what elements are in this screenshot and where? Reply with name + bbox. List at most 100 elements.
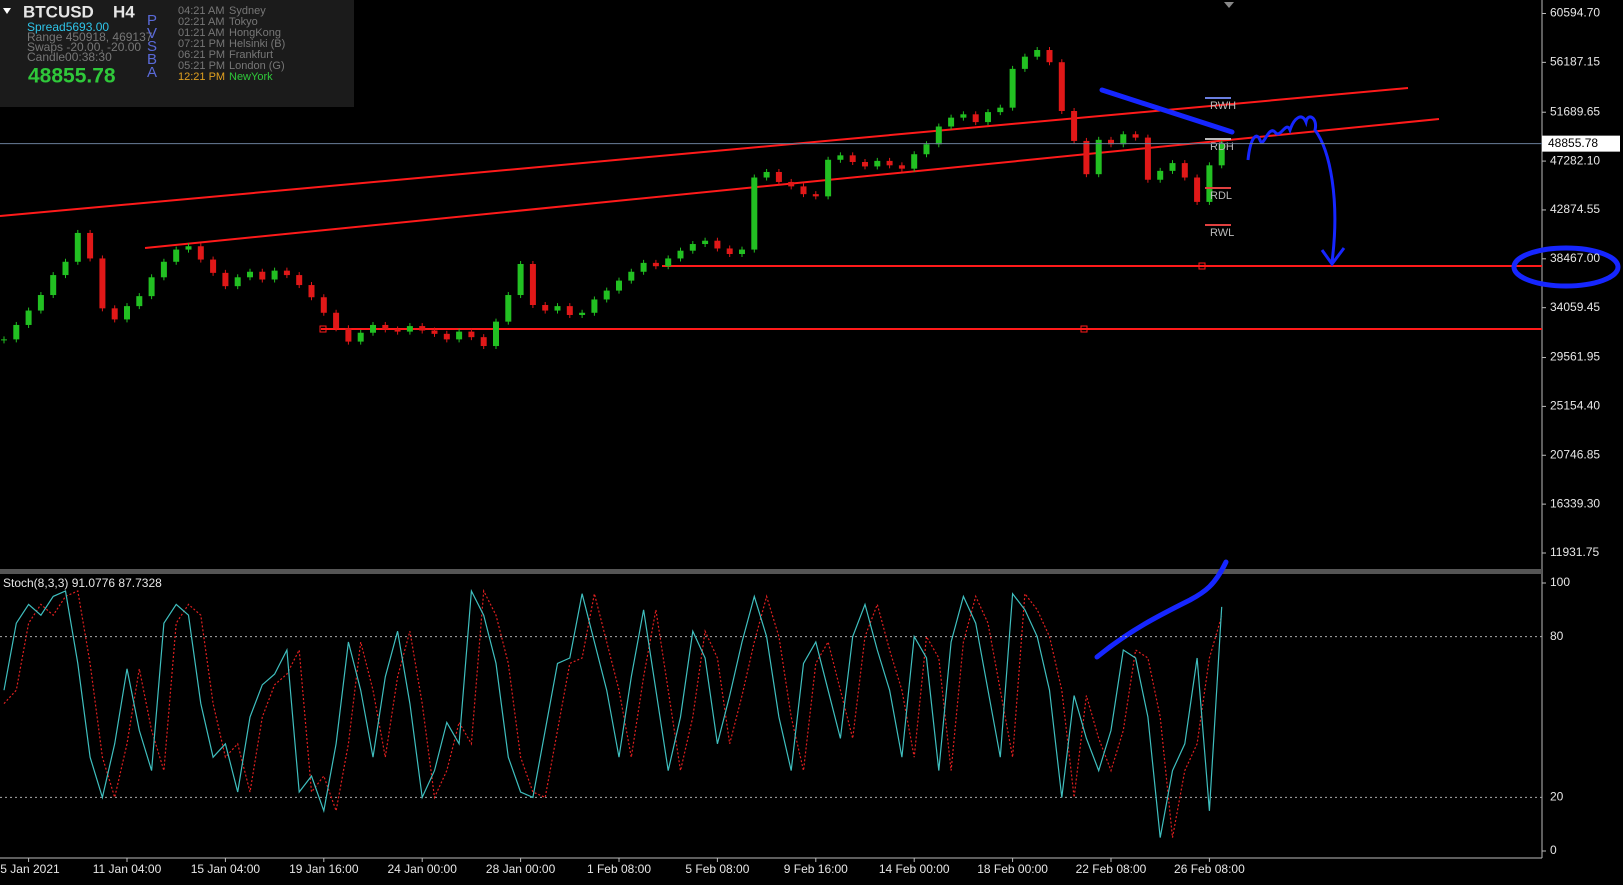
candle bbox=[74, 232, 81, 262]
candle bbox=[1157, 170, 1164, 180]
y-tick-label: 0 bbox=[1550, 843, 1557, 857]
candle bbox=[837, 155, 844, 160]
candle bbox=[308, 285, 315, 298]
clock-time: 12:21 PM bbox=[178, 71, 225, 83]
candle bbox=[1218, 143, 1225, 166]
candle bbox=[25, 310, 32, 325]
anchor-point bbox=[1198, 262, 1206, 270]
candle bbox=[579, 312, 586, 315]
candle bbox=[1206, 165, 1213, 202]
x-tick-label: 18 Feb 00:00 bbox=[977, 862, 1048, 876]
candle bbox=[911, 154, 918, 169]
candle bbox=[13, 324, 20, 340]
candle bbox=[197, 246, 204, 260]
candle bbox=[739, 249, 745, 255]
candle bbox=[136, 296, 143, 307]
candle bbox=[173, 249, 180, 262]
main-line bbox=[3, 588, 1223, 838]
candle bbox=[1083, 140, 1090, 175]
candle bbox=[825, 159, 832, 197]
clock-time: 01:21 AM bbox=[178, 27, 224, 39]
x-tick-label: 5 Feb 08:00 bbox=[685, 862, 749, 876]
spread: Spread5693.00 bbox=[27, 20, 109, 34]
candle bbox=[542, 305, 549, 311]
candle bbox=[1169, 163, 1176, 171]
clock-time: 07:21 PM bbox=[178, 38, 225, 50]
candle bbox=[862, 161, 868, 167]
candle bbox=[234, 277, 241, 287]
hand-drawn-arrow bbox=[1320, 247, 1346, 267]
bid-price: 48855.78 bbox=[28, 65, 116, 88]
candle bbox=[468, 331, 475, 338]
panel-letter: A bbox=[147, 64, 157, 81]
candle bbox=[652, 262, 659, 267]
candle bbox=[480, 337, 487, 347]
x-tick-label: 22 Feb 08:00 bbox=[1076, 862, 1147, 876]
y-tick-label: 47282.10 bbox=[1550, 153, 1600, 167]
candle bbox=[800, 186, 807, 195]
x-tick-label: 1 Feb 08:00 bbox=[587, 862, 651, 876]
x-tick-label: 15 Jan 04:00 bbox=[191, 862, 261, 876]
candle bbox=[849, 155, 856, 162]
candle bbox=[935, 126, 942, 145]
y-tick-label: 25154.40 bbox=[1550, 399, 1600, 413]
candle bbox=[345, 328, 352, 342]
candle bbox=[357, 332, 364, 342]
candle bbox=[751, 177, 758, 250]
clock-city: HongKong bbox=[229, 27, 281, 39]
candle-timer: Candle00:38:30 bbox=[27, 50, 112, 64]
candle bbox=[616, 280, 622, 291]
candle bbox=[529, 263, 536, 306]
clock-city: London (G) bbox=[229, 60, 285, 72]
candle bbox=[419, 326, 426, 331]
candle bbox=[493, 321, 499, 347]
y-tick-label: 56187.15 bbox=[1550, 55, 1600, 69]
trendline bbox=[0, 87, 1409, 217]
candle bbox=[148, 277, 155, 297]
candle bbox=[382, 324, 389, 330]
range: Range 450918, 469137 bbox=[27, 30, 153, 44]
candle bbox=[714, 240, 721, 249]
hand-drawn-circle bbox=[1511, 245, 1621, 289]
panel-letter: B bbox=[147, 51, 157, 68]
candle bbox=[111, 308, 118, 320]
candle bbox=[283, 270, 290, 276]
candle bbox=[985, 112, 991, 123]
candle bbox=[50, 275, 57, 296]
x-tick-label: 5 Jan 2021 bbox=[0, 862, 60, 876]
pivot-label: RWH bbox=[1210, 100, 1236, 112]
x-tick-label: 28 Jan 00:00 bbox=[486, 862, 556, 876]
candle bbox=[960, 114, 967, 118]
panel-toggle bbox=[3, 8, 11, 14]
anchor-point bbox=[1080, 325, 1088, 333]
current-price-label: 48855.78 bbox=[1548, 136, 1598, 150]
candle bbox=[628, 271, 635, 281]
candle bbox=[1108, 139, 1114, 145]
candle bbox=[99, 258, 106, 309]
x-tick-label: 11 Jan 04:00 bbox=[93, 862, 162, 876]
candle bbox=[1, 339, 7, 341]
hand-drawn-forecast bbox=[1246, 115, 1337, 263]
signal-line bbox=[3, 588, 1223, 838]
clock-city: Helsinki (B) bbox=[229, 38, 285, 50]
candle bbox=[1034, 50, 1041, 57]
candle bbox=[431, 330, 438, 334]
current-price-tag bbox=[1542, 135, 1620, 152]
y-tick-label: 51689.65 bbox=[1550, 104, 1600, 118]
candle bbox=[948, 117, 955, 127]
clock-city: Sydney bbox=[229, 5, 266, 17]
y-tick-label: 42874.55 bbox=[1550, 202, 1600, 216]
candle bbox=[763, 171, 770, 178]
candle bbox=[1120, 134, 1127, 145]
candle bbox=[591, 299, 598, 313]
candle bbox=[210, 259, 217, 273]
scroll-marker bbox=[1224, 2, 1234, 8]
swaps: Swaps -20.00, -20.00 bbox=[27, 40, 141, 54]
anchor-point bbox=[319, 325, 327, 333]
candle bbox=[689, 244, 696, 251]
candle bbox=[1009, 68, 1016, 108]
symbol: BTCUSD bbox=[23, 2, 94, 21]
candle bbox=[185, 246, 192, 250]
candle bbox=[812, 194, 819, 197]
